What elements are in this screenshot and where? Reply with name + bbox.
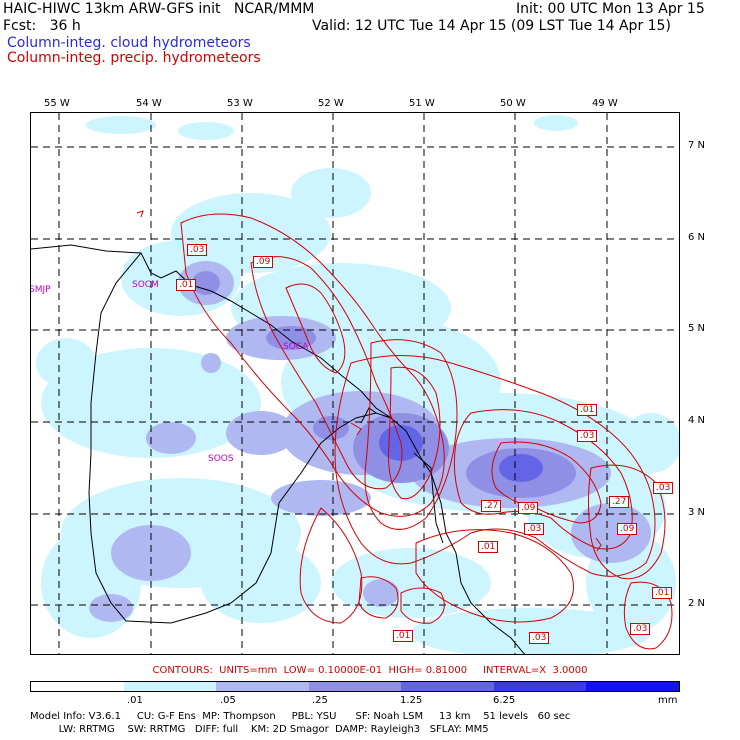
map-canvas xyxy=(31,113,679,654)
model-title: HAIC-HIWC 13km ARW-GFS init NCAR/MMM xyxy=(3,1,315,17)
color-level-label: .25 xyxy=(312,695,328,706)
valid-time: Valid: 12 UTC Tue 14 Apr 15 (09 LST Tue … xyxy=(312,18,671,34)
color-bar-segment xyxy=(308,682,402,691)
lon-label: 50 W xyxy=(500,98,526,109)
contour-value-label: .01 xyxy=(393,630,414,642)
color-bar-segment xyxy=(401,682,494,691)
contour-info: CONTOURS: UNITS=mm LOW= 0.10000E-01 HIGH… xyxy=(152,665,588,676)
lat-label: 3 N xyxy=(688,507,706,518)
lat-label: 5 N xyxy=(688,323,706,334)
color-bar-segment xyxy=(216,682,309,691)
color-level-label: .01 xyxy=(127,695,143,706)
lat-label: 7 N xyxy=(688,140,706,151)
color-bar-segment xyxy=(123,682,217,691)
contour-value-label: .09 xyxy=(253,256,274,268)
color-level-label: 1.25 xyxy=(400,695,423,706)
contour-value-label: .03 xyxy=(630,623,651,635)
color-bar-segment xyxy=(31,682,124,691)
contour-value-label: .01 xyxy=(577,404,598,416)
contour-value-label: .27 xyxy=(609,496,630,508)
lon-label: 54 W xyxy=(136,98,162,109)
forecast-hour: Fcst: 36 h xyxy=(3,18,81,34)
lon-label: 53 W xyxy=(227,98,253,109)
contour-value-label: .03 xyxy=(529,632,550,644)
contour-value-label: .03 xyxy=(577,430,598,442)
station-label: SOCA xyxy=(283,342,309,352)
precip-field-label: Column-integ. precip. hydrometeors xyxy=(7,50,261,66)
lon-label: 49 W xyxy=(592,98,618,109)
station-label: SOOS xyxy=(208,454,234,464)
lon-label: 52 W xyxy=(318,98,344,109)
lon-label: 55 W xyxy=(44,98,70,109)
lat-lon-grid xyxy=(31,113,679,654)
color-bar-segment xyxy=(493,682,587,691)
contour-value-label: .03 xyxy=(524,523,545,535)
model-info-line2: LW: RRTMG SW: RRTMG DIFF: full KM: 2D Sm… xyxy=(30,724,489,735)
lat-label: 4 N xyxy=(688,415,706,426)
color-bar xyxy=(30,681,680,692)
contour-value-label: .27 xyxy=(481,500,502,512)
lon-label: 51 W xyxy=(409,98,435,109)
color-level-label: 6.25 xyxy=(493,695,516,706)
station-label: SOCM xyxy=(132,280,159,290)
color-bar-segment xyxy=(586,682,680,691)
contour-value-label: .03 xyxy=(653,482,674,494)
contour-value-label: .01 xyxy=(176,279,197,291)
init-time: Init: 00 UTC Mon 13 Apr 15 xyxy=(516,1,705,17)
coastline xyxy=(31,244,525,654)
station-label: SMJP xyxy=(30,285,51,295)
color-bar-units: mm xyxy=(658,695,678,706)
contour-value-label: .09 xyxy=(518,502,539,514)
map-panel: SMJP SOCM SOCA SOOS .03 .09 .01 .01 .03 … xyxy=(30,112,680,655)
contour-value-label: .09 xyxy=(617,523,638,535)
precip-contours xyxy=(136,210,673,650)
contour-value-label: .03 xyxy=(187,244,208,256)
lat-label: 6 N xyxy=(688,232,706,243)
cloud-field-label: Column-integ. cloud hydrometeors xyxy=(7,35,251,51)
color-level-label: .05 xyxy=(220,695,236,706)
contour-value-label: .01 xyxy=(478,541,499,553)
model-info-line1: Model Info: V3.6.1 CU: G-F Ens MP: Thomp… xyxy=(30,711,571,722)
contour-value-label: .01 xyxy=(652,587,673,599)
lat-label: 2 N xyxy=(688,598,706,609)
